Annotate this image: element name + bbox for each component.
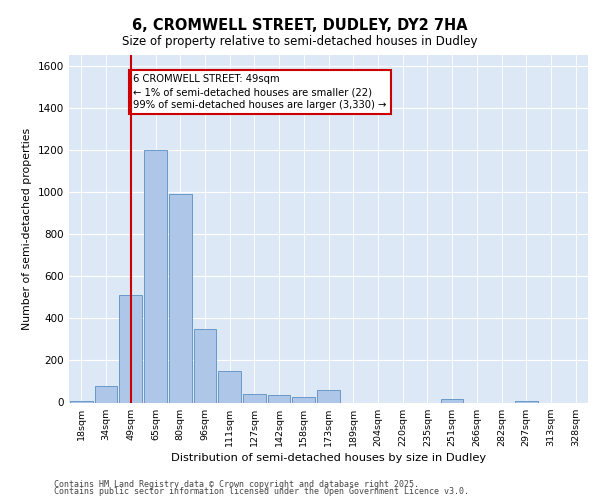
Text: Contains public sector information licensed under the Open Government Licence v3: Contains public sector information licen… xyxy=(54,488,469,496)
Bar xyxy=(268,395,290,402)
Bar xyxy=(243,394,266,402)
Text: Size of property relative to semi-detached houses in Dudley: Size of property relative to semi-detach… xyxy=(122,35,478,48)
Bar xyxy=(194,329,216,402)
Bar xyxy=(218,371,241,402)
X-axis label: Distribution of semi-detached houses by size in Dudley: Distribution of semi-detached houses by … xyxy=(171,453,486,463)
Bar xyxy=(119,295,142,403)
Bar xyxy=(292,397,315,402)
Y-axis label: Number of semi-detached properties: Number of semi-detached properties xyxy=(22,128,32,330)
Bar xyxy=(317,390,340,402)
Text: Contains HM Land Registry data © Crown copyright and database right 2025.: Contains HM Land Registry data © Crown c… xyxy=(54,480,419,489)
Bar xyxy=(441,400,463,402)
Bar xyxy=(169,194,191,402)
Text: 6, CROMWELL STREET, DUDLEY, DY2 7HA: 6, CROMWELL STREET, DUDLEY, DY2 7HA xyxy=(132,18,468,32)
Bar xyxy=(95,386,118,402)
Bar xyxy=(144,150,167,403)
Text: 6 CROMWELL STREET: 49sqm
← 1% of semi-detached houses are smaller (22)
99% of se: 6 CROMWELL STREET: 49sqm ← 1% of semi-de… xyxy=(133,74,386,110)
